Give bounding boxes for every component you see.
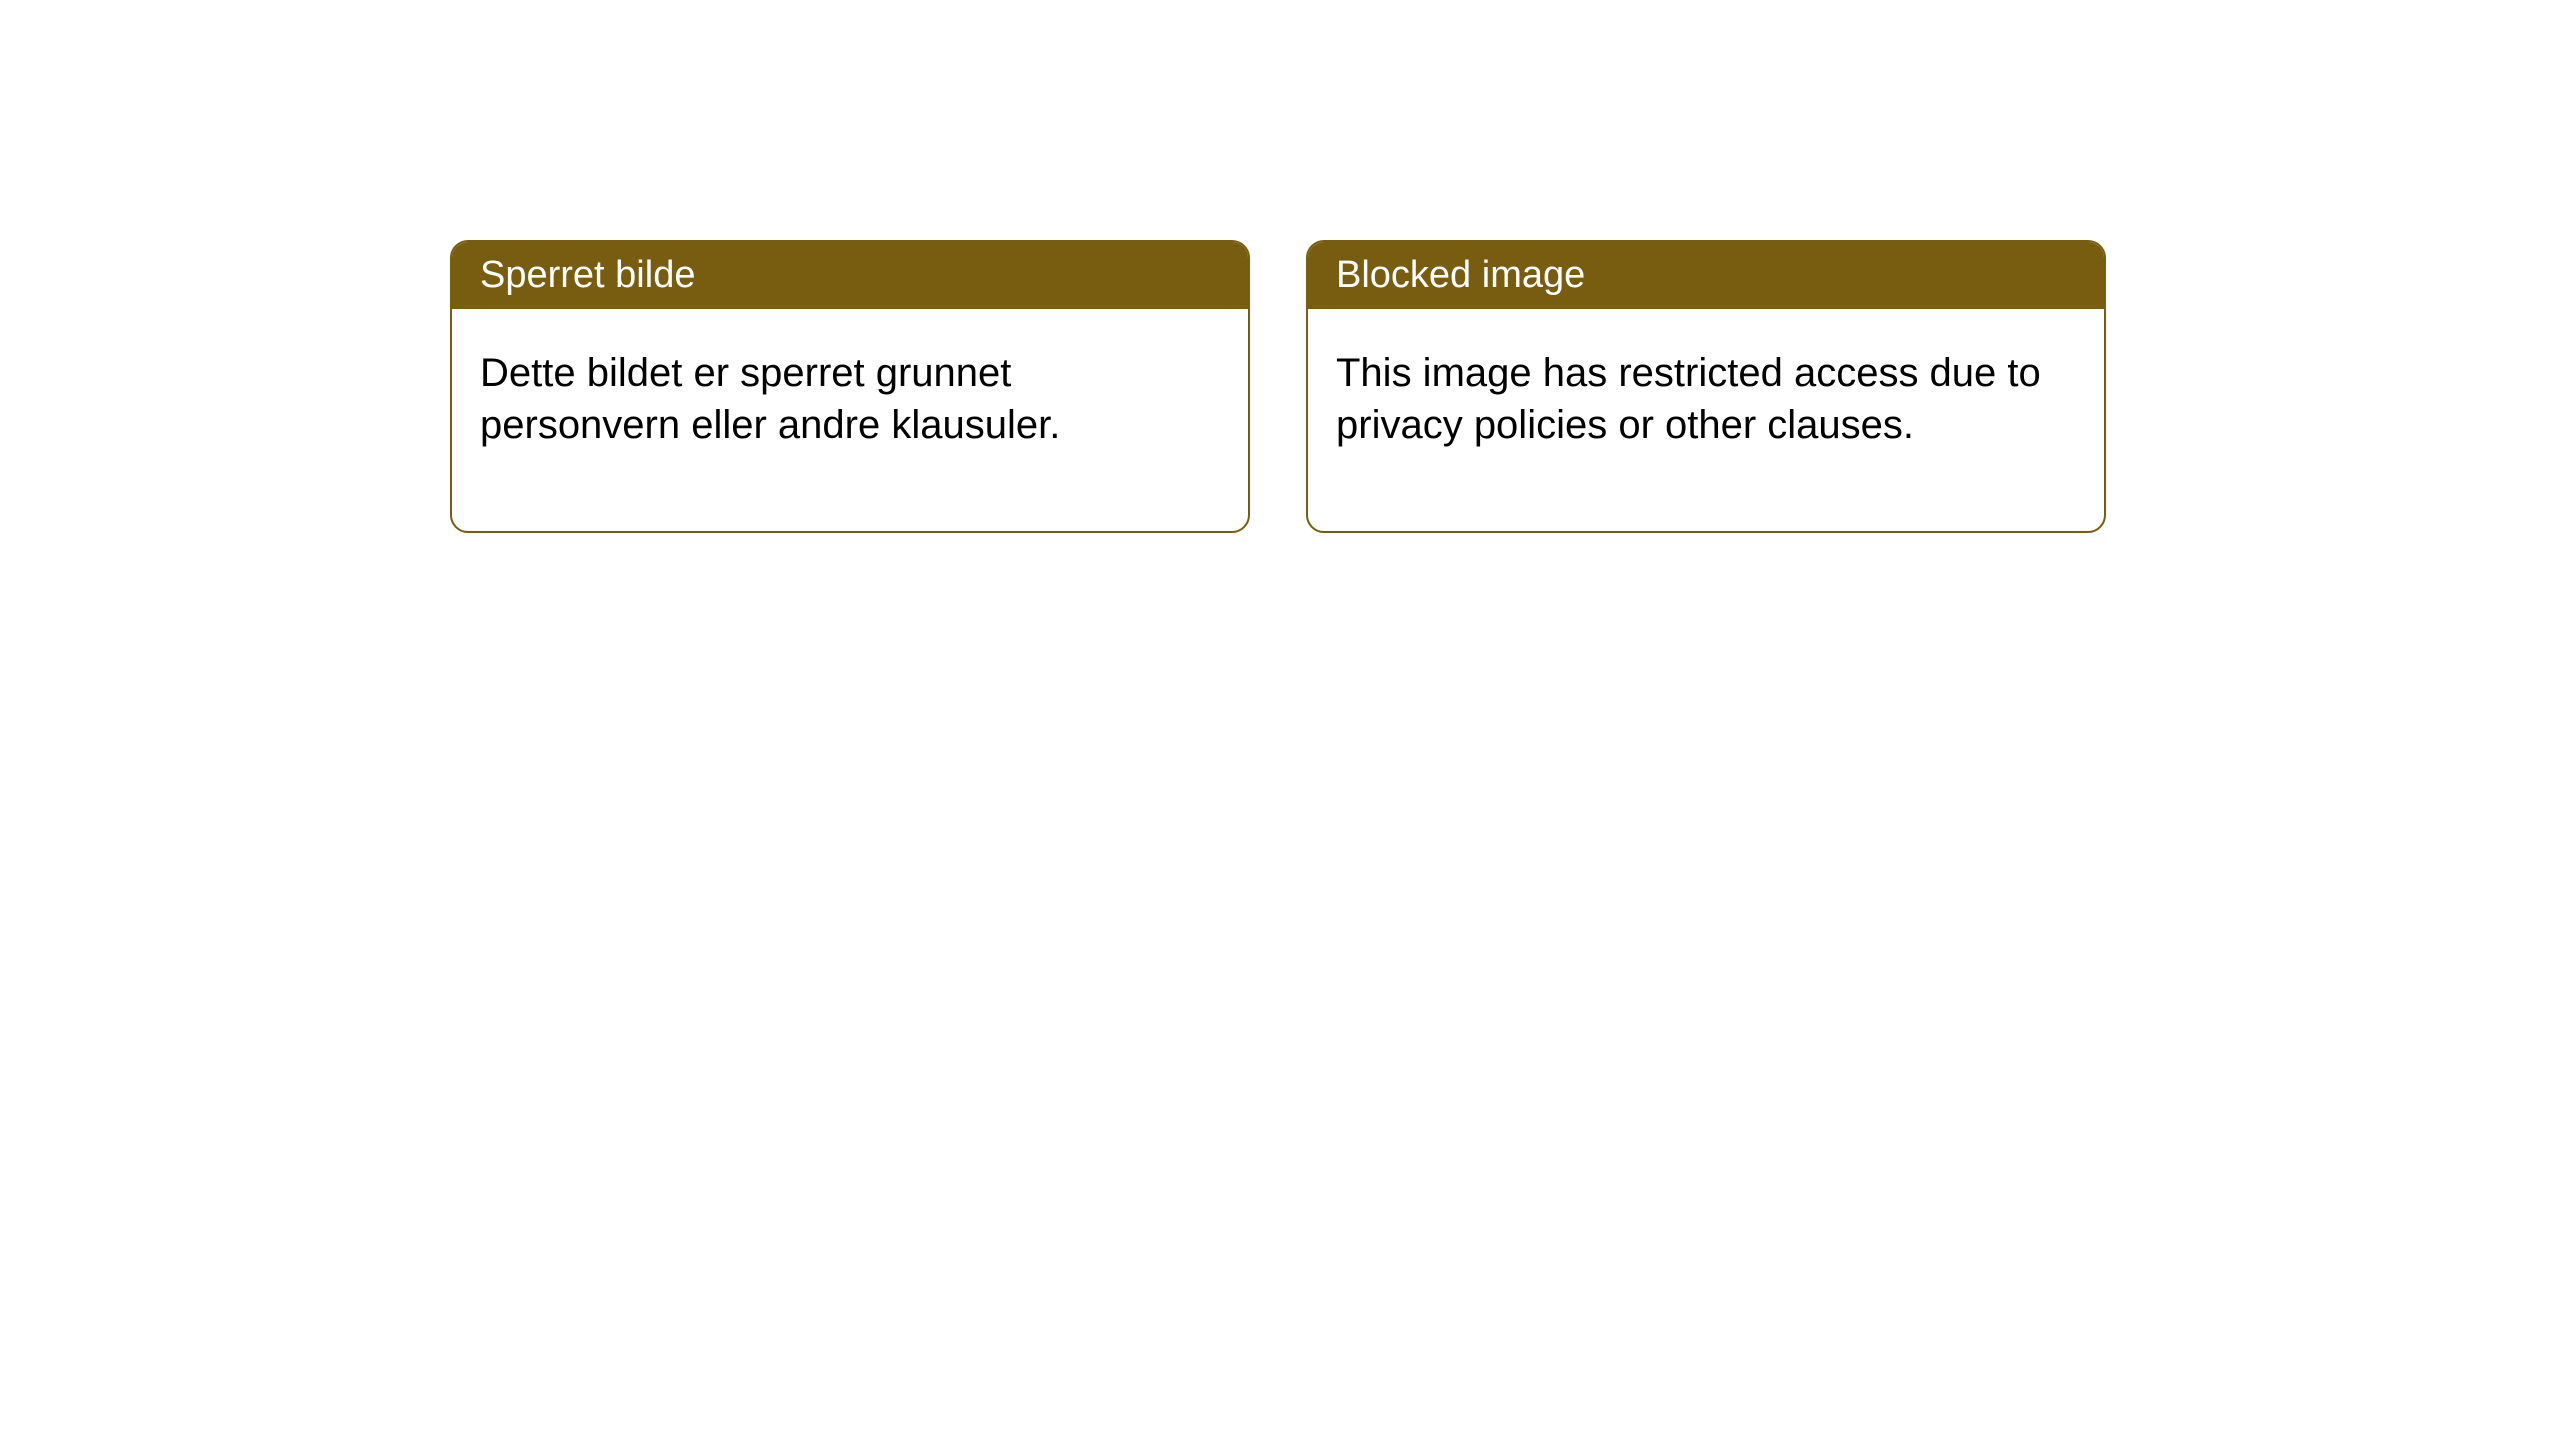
notice-header-no: Sperret bilde — [452, 242, 1248, 309]
notice-card-no: Sperret bilde Dette bildet er sperret gr… — [450, 240, 1250, 533]
notice-header-en: Blocked image — [1308, 242, 2104, 309]
notice-body-no: Dette bildet er sperret grunnet personve… — [452, 309, 1248, 531]
notice-card-en: Blocked image This image has restricted … — [1306, 240, 2106, 533]
notice-body-en: This image has restricted access due to … — [1308, 309, 2104, 531]
notice-cards-container: Sperret bilde Dette bildet er sperret gr… — [450, 240, 2106, 533]
